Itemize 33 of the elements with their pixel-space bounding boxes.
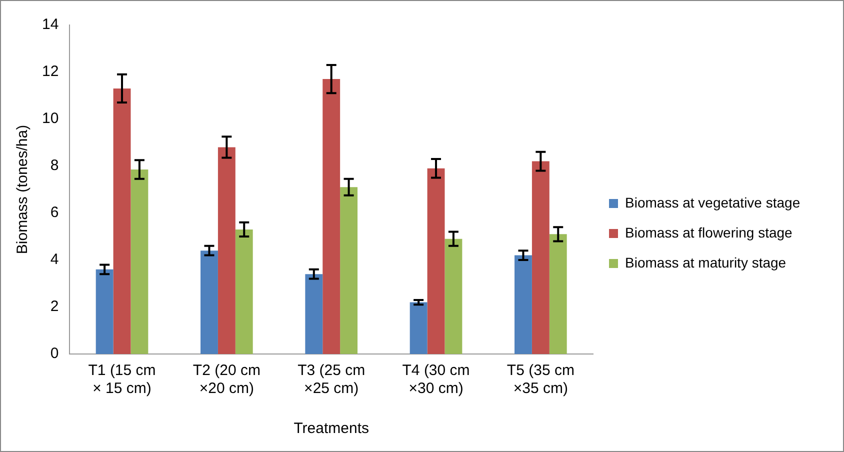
y-tick-label: 10 [42,110,59,128]
bar [427,168,445,354]
bar [549,234,567,354]
y-tick-label: 6 [50,204,59,222]
bar [218,147,236,354]
x-tick-label: T4 (30 cm ×30 cm) [402,362,470,398]
x-tick-label: T3 (25 cm ×25 cm) [298,362,366,398]
y-tick-label: 0 [50,345,59,362]
x-tick-label: T1 (15 cm × 15 cm) [88,362,156,398]
y-tick-label: 8 [50,157,59,174]
bar [113,88,131,354]
y-axis-title: Biomass (tones/ha) [14,124,32,254]
y-tick-label: 4 [50,251,59,268]
legend-label: Biomass at maturity stage [625,254,790,270]
bar [410,302,428,354]
bar [200,250,218,354]
y-tick-label: 12 [42,63,59,80]
bar [130,170,148,354]
y-tick-label: 14 [42,16,59,34]
bar [532,161,550,354]
legend-label: Biomass at flowering stage [625,224,796,240]
y-tick-label: 2 [50,298,59,316]
legend-label: Biomass at vegetative stage [625,194,804,210]
bar [322,79,340,354]
x-tick-label: T5 (35 cm ×35 cm) [506,362,574,398]
bar [96,269,114,354]
x-tick-label: T2 (20 cm ×20 cm) [192,362,260,398]
bar [305,274,323,354]
bar [444,238,462,354]
x-axis-title: Treatments [294,420,370,438]
bar [340,187,358,354]
bar [235,229,253,354]
bar [514,255,532,354]
